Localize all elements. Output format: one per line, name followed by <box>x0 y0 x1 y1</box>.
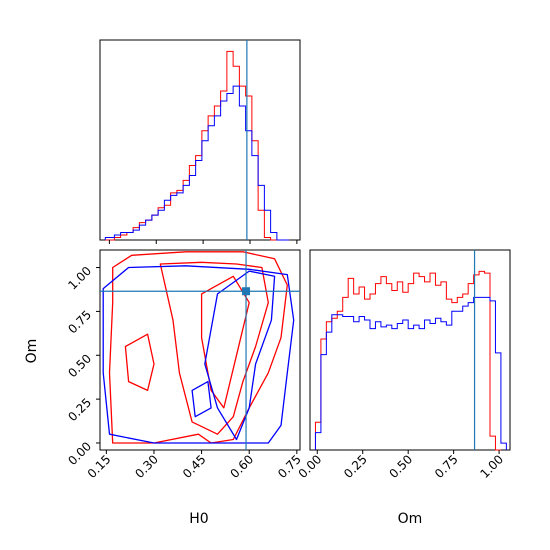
joint-contour-series-1-0 <box>102 265 295 444</box>
om-histogram-series-1 <box>314 296 507 450</box>
joint-xtick-label-0: 0.15 <box>85 452 114 481</box>
panel-h0-marginal <box>99 39 301 244</box>
om-xtick-label-2: 0.50 <box>387 452 416 481</box>
joint-contour-series-1-1 <box>204 270 276 441</box>
panel-om-marginal-frame <box>309 249 511 451</box>
x-axis-label-om: Om <box>398 511 423 527</box>
panel-om-marginal: 0.00 0.25 0.50 0.75 1.00 <box>296 249 511 481</box>
joint-ytick-label-0: 0.00 <box>65 439 94 468</box>
om-xtick-label-0: 0.00 <box>296 452 325 481</box>
om-histogram-series-0 <box>314 270 501 451</box>
om-xtick-label-1: 0.25 <box>341 452 370 481</box>
joint-contour-series-0-3 <box>124 333 155 392</box>
y-axis-label-om: Om <box>24 339 40 364</box>
panel-joint-frame <box>99 249 301 451</box>
joint-xtick-label-1: 0.30 <box>132 452 161 481</box>
joint-xtick-label-3: 0.60 <box>228 452 257 481</box>
joint-ytick-label-1: 0.25 <box>65 395 94 424</box>
joint-xtick-label-2: 0.45 <box>180 452 209 481</box>
om-xtick-label-3: 0.75 <box>432 452 461 481</box>
joint-ytick-label-2: 0.50 <box>65 351 94 380</box>
joint-truth-marker <box>242 287 251 296</box>
joint-contour-series-0-1 <box>159 261 269 435</box>
panel-h0-marginal-frame <box>99 39 301 241</box>
panel-joint-h0-om: 0.15 0.30 0.45 0.60 0.750.000.250.500.751.00 <box>65 249 304 481</box>
om-xtick-label-4: 1.00 <box>477 452 506 481</box>
h0-histogram-series-1 <box>104 85 290 241</box>
x-axis-label-h0: H0 <box>189 511 208 527</box>
joint-ytick-label-3: 0.75 <box>65 308 94 337</box>
joint-contour-series-1-2 <box>191 380 212 418</box>
joint-ytick-label-4: 1.00 <box>65 264 94 293</box>
